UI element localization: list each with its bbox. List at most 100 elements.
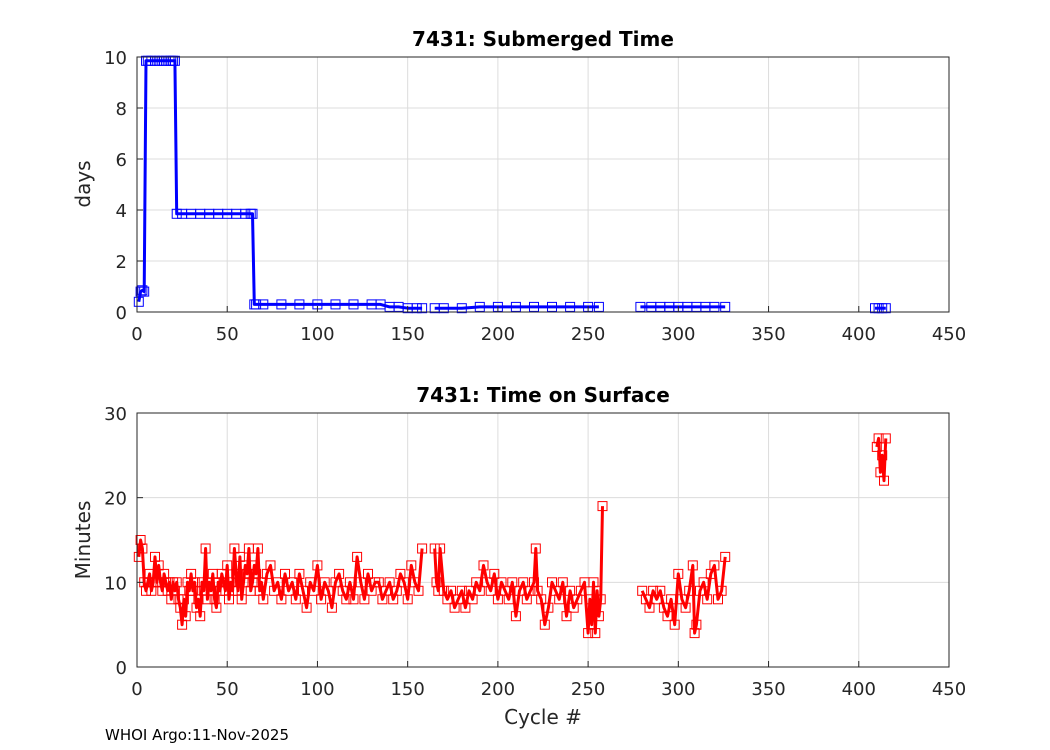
- footer-credit: WHOI Argo:11-Nov-2025: [105, 726, 289, 744]
- series-line-segment: [433, 506, 604, 635]
- data-point-marker: [252, 543, 263, 554]
- x-tick-label: 250: [571, 679, 605, 700]
- data-point-marker: [231, 568, 242, 579]
- data-point-marker: [485, 585, 496, 596]
- data-point-marker: [449, 602, 460, 613]
- data-point-marker: [359, 594, 370, 605]
- data-point-marker: [139, 286, 150, 297]
- data-point-marker: [330, 299, 341, 310]
- data-point-marker: [536, 594, 547, 605]
- data-point-marker: [687, 560, 698, 571]
- x-tick-label: 450: [932, 324, 966, 345]
- tick-labels: 0 50 100 150 200 250 300 350 400 450 0 10 20 30: [104, 404, 966, 700]
- x-tick-label: 400: [842, 324, 876, 345]
- y-tick-label: 0: [116, 658, 127, 679]
- data-point-marker: [251, 568, 262, 579]
- data-point-marker: [348, 594, 359, 605]
- grid-lines: [136, 56, 950, 313]
- data-point-marker: [565, 585, 576, 596]
- data-point-marker: [137, 543, 148, 554]
- data-point-marker: [478, 560, 489, 571]
- data-point-marker: [561, 611, 572, 622]
- data-point-marker: [676, 594, 687, 605]
- y-tick-label: 8: [116, 99, 127, 120]
- data-point-marker: [363, 568, 373, 579]
- data-point-marker: [510, 301, 521, 312]
- surface-time-title: 7431: Time on Surface: [416, 383, 670, 407]
- data-point-marker: [539, 619, 550, 630]
- data-point-marker: [169, 55, 180, 66]
- x-tick-label: 50: [216, 679, 239, 700]
- data-point-marker: [294, 568, 305, 579]
- data-point-marker: [229, 543, 240, 554]
- data-point-marker: [175, 602, 186, 613]
- data-point-marker: [529, 301, 539, 312]
- data-point-marker: [702, 594, 713, 605]
- data-point-marker: [384, 577, 395, 588]
- data-point-marker: [222, 560, 233, 571]
- data-point-marker: [547, 301, 557, 312]
- data-point-marker: [720, 301, 731, 312]
- data-point-marker: [709, 301, 720, 312]
- data-point-marker: [326, 602, 337, 613]
- surface-time-series: [133, 433, 891, 639]
- x-tick-label: 150: [390, 679, 424, 700]
- data-point-marker: [666, 594, 677, 605]
- y-tick-label: 30: [104, 404, 127, 425]
- data-point-marker: [510, 611, 521, 622]
- submerged-time-title: 7431: Submerged Time: [412, 27, 674, 51]
- series-line-segment: [434, 305, 599, 310]
- data-point-marker: [276, 594, 287, 605]
- x-tick-label: 300: [661, 679, 695, 700]
- data-point-marker: [597, 501, 608, 512]
- data-point-marker: [171, 577, 182, 588]
- data-point-marker: [352, 551, 363, 562]
- data-point-marker: [294, 299, 305, 310]
- x-tick-label: 250: [571, 324, 605, 345]
- submerged-time-axes-box: [136, 56, 950, 313]
- data-point-marker: [344, 577, 355, 588]
- data-point-marker: [879, 475, 889, 486]
- data-point-marker: [684, 585, 695, 596]
- data-point-marker: [417, 303, 428, 314]
- data-point-marker: [474, 585, 485, 596]
- x-tick-label: 100: [300, 324, 334, 345]
- data-point-marker: [689, 628, 700, 639]
- data-point-marker: [590, 628, 601, 639]
- data-point-marker: [417, 543, 428, 554]
- data-point-marker: [595, 594, 606, 605]
- data-point-marker: [298, 585, 308, 596]
- data-point-marker: [256, 577, 267, 588]
- data-point-marker: [435, 543, 446, 554]
- x-tick-label: 450: [932, 679, 966, 700]
- data-point-marker: [635, 301, 646, 312]
- data-point-marker: [530, 543, 541, 554]
- x-tick-label: 0: [131, 324, 142, 345]
- data-point-marker: [716, 585, 727, 596]
- y-tick-label: 4: [116, 201, 127, 222]
- data-point-marker: [584, 594, 595, 605]
- data-point-marker: [406, 560, 417, 571]
- data-point-marker: [709, 560, 720, 571]
- series-line-segment: [875, 436, 888, 483]
- data-point-marker: [290, 594, 301, 605]
- data-point-marker: [180, 611, 191, 622]
- data-point-marker: [144, 568, 155, 579]
- data-point-marker: [308, 585, 319, 596]
- x-tick-label: 100: [300, 679, 334, 700]
- data-point-marker: [543, 602, 554, 613]
- data-point-marker: [200, 543, 211, 554]
- data-point-marker: [640, 594, 651, 605]
- data-point-marker: [173, 594, 184, 605]
- data-point-marker: [429, 543, 440, 554]
- data-point-marker: [258, 299, 269, 310]
- data-point-marker: [691, 619, 702, 630]
- data-point-marker: [209, 594, 220, 605]
- data-point-marker: [557, 577, 568, 588]
- data-point-marker: [312, 560, 323, 571]
- data-point-marker: [334, 568, 345, 579]
- data-point-marker: [137, 285, 148, 296]
- data-point-marker: [411, 303, 422, 314]
- data-point-marker: [211, 602, 222, 613]
- x-tick-label: 400: [842, 679, 876, 700]
